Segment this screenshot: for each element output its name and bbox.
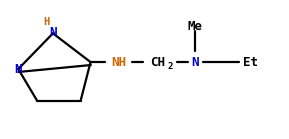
Text: Et: Et	[243, 56, 258, 69]
Text: H: H	[43, 18, 49, 28]
Text: 2: 2	[167, 62, 173, 70]
Text: N: N	[14, 63, 22, 75]
Text: N: N	[192, 56, 199, 69]
Text: Me: Me	[188, 20, 203, 33]
Text: NH: NH	[111, 56, 126, 69]
Text: CH: CH	[150, 56, 165, 69]
Text: N: N	[49, 26, 57, 39]
